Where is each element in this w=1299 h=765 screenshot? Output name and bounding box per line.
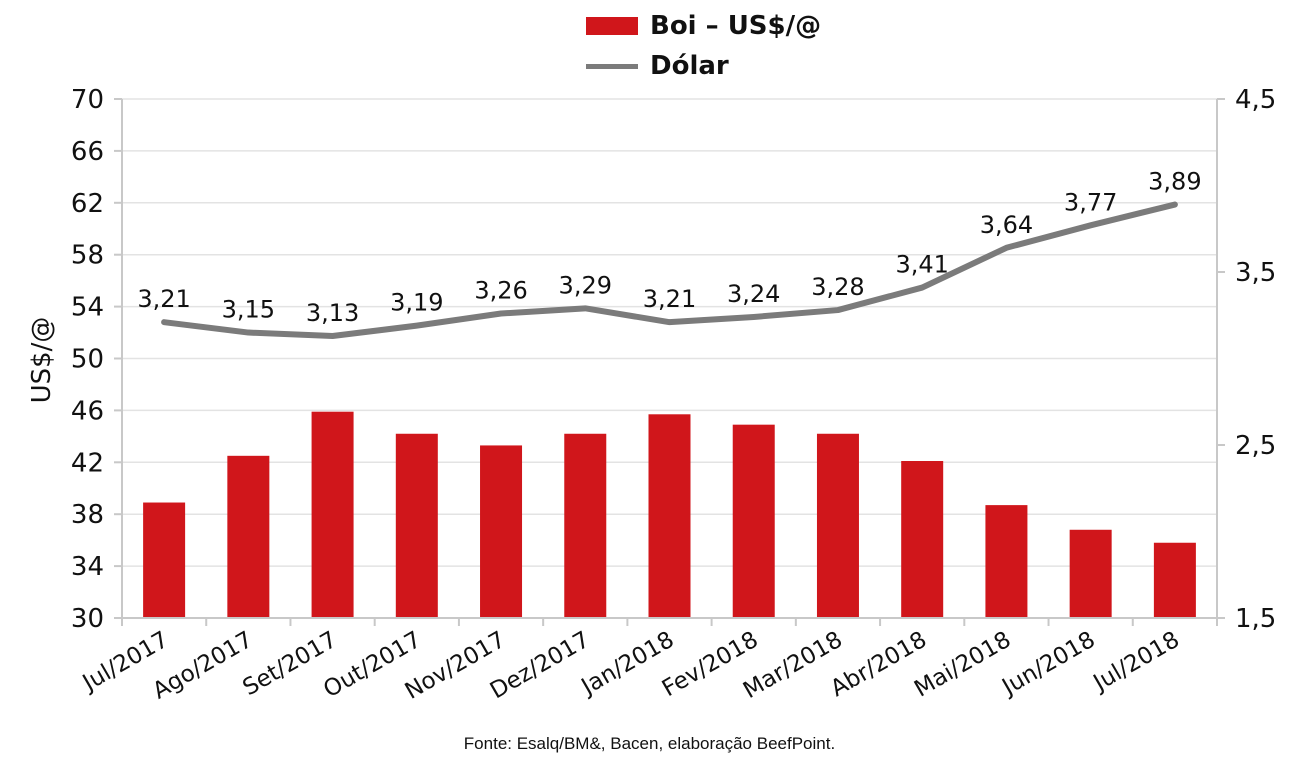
data-label: 3,19 bbox=[390, 289, 443, 317]
bar bbox=[732, 424, 775, 618]
data-label: 3,41 bbox=[895, 251, 948, 279]
bar bbox=[648, 414, 691, 618]
y2-tick-label: 1,5 bbox=[1235, 604, 1276, 634]
data-label: 3,13 bbox=[306, 299, 359, 327]
bar bbox=[227, 455, 270, 618]
y-tick-label: 62 bbox=[71, 189, 104, 219]
y2-tick-label: 3,5 bbox=[1235, 258, 1276, 288]
bar bbox=[985, 505, 1028, 618]
y-axis-label: US$/@ bbox=[27, 317, 57, 404]
legend-item-line: Dólar bbox=[586, 46, 821, 86]
data-label: 3,21 bbox=[137, 285, 190, 313]
x-tick-label: Jul/2018 bbox=[1088, 627, 1184, 698]
data-label: 3,26 bbox=[474, 277, 527, 305]
y-tick-label: 38 bbox=[71, 500, 104, 530]
line-series: 3,21 3,15 3,13 3,19 3,26 3,29 3,21 3,24 3,28 3,41… bbox=[137, 168, 1202, 340]
data-label: 3,21 bbox=[643, 285, 696, 313]
y-tick-label: 46 bbox=[71, 396, 104, 426]
y-tick-label: 50 bbox=[71, 345, 104, 375]
bar bbox=[395, 433, 438, 618]
bar bbox=[816, 433, 859, 618]
data-label: 3,89 bbox=[1148, 168, 1201, 196]
bar bbox=[901, 461, 944, 618]
legend-label-line: Dólar bbox=[650, 51, 729, 81]
y-tick-label: 54 bbox=[71, 293, 104, 323]
y2-tick-label: 2,5 bbox=[1235, 431, 1276, 461]
data-label: 3,15 bbox=[222, 296, 275, 324]
bar bbox=[311, 411, 354, 618]
bar bbox=[143, 502, 186, 618]
y-tick-label: 42 bbox=[71, 448, 104, 478]
legend-label-bar: Boi – US$/@ bbox=[650, 11, 822, 41]
source-note: Fonte: Esalq/BM&, Bacen, elaboração Beef… bbox=[463, 734, 836, 753]
y-tick-label: 70 bbox=[71, 85, 104, 115]
x-tick-label: Mai/2018 bbox=[910, 627, 1015, 703]
y-tick-label: 66 bbox=[71, 137, 104, 167]
bar bbox=[1153, 542, 1196, 618]
x-tick-label: Jun/2018 bbox=[996, 627, 1099, 702]
bar-series bbox=[143, 411, 1196, 618]
y2-tick-label: 4,5 bbox=[1235, 85, 1276, 115]
y-tick-label: 30 bbox=[71, 604, 104, 634]
data-label: 3,24 bbox=[727, 280, 780, 308]
legend-swatch-bar bbox=[586, 17, 638, 35]
data-label: 3,29 bbox=[559, 271, 612, 299]
data-label: 3,77 bbox=[1064, 188, 1117, 216]
legend: Boi – US$/@ Dólar bbox=[586, 6, 821, 86]
legend-item-bar: Boi – US$/@ bbox=[586, 6, 821, 46]
data-label: 3,64 bbox=[980, 211, 1033, 239]
legend-swatch-line bbox=[586, 63, 638, 69]
data-label: 3,28 bbox=[811, 273, 864, 301]
y-tick-label: 34 bbox=[71, 552, 104, 582]
bar bbox=[480, 445, 523, 618]
grid-lines bbox=[122, 98, 1217, 567]
bar bbox=[1069, 529, 1112, 618]
y-tick-label: 58 bbox=[71, 241, 104, 271]
bar bbox=[564, 433, 607, 618]
axes bbox=[114, 98, 1225, 626]
